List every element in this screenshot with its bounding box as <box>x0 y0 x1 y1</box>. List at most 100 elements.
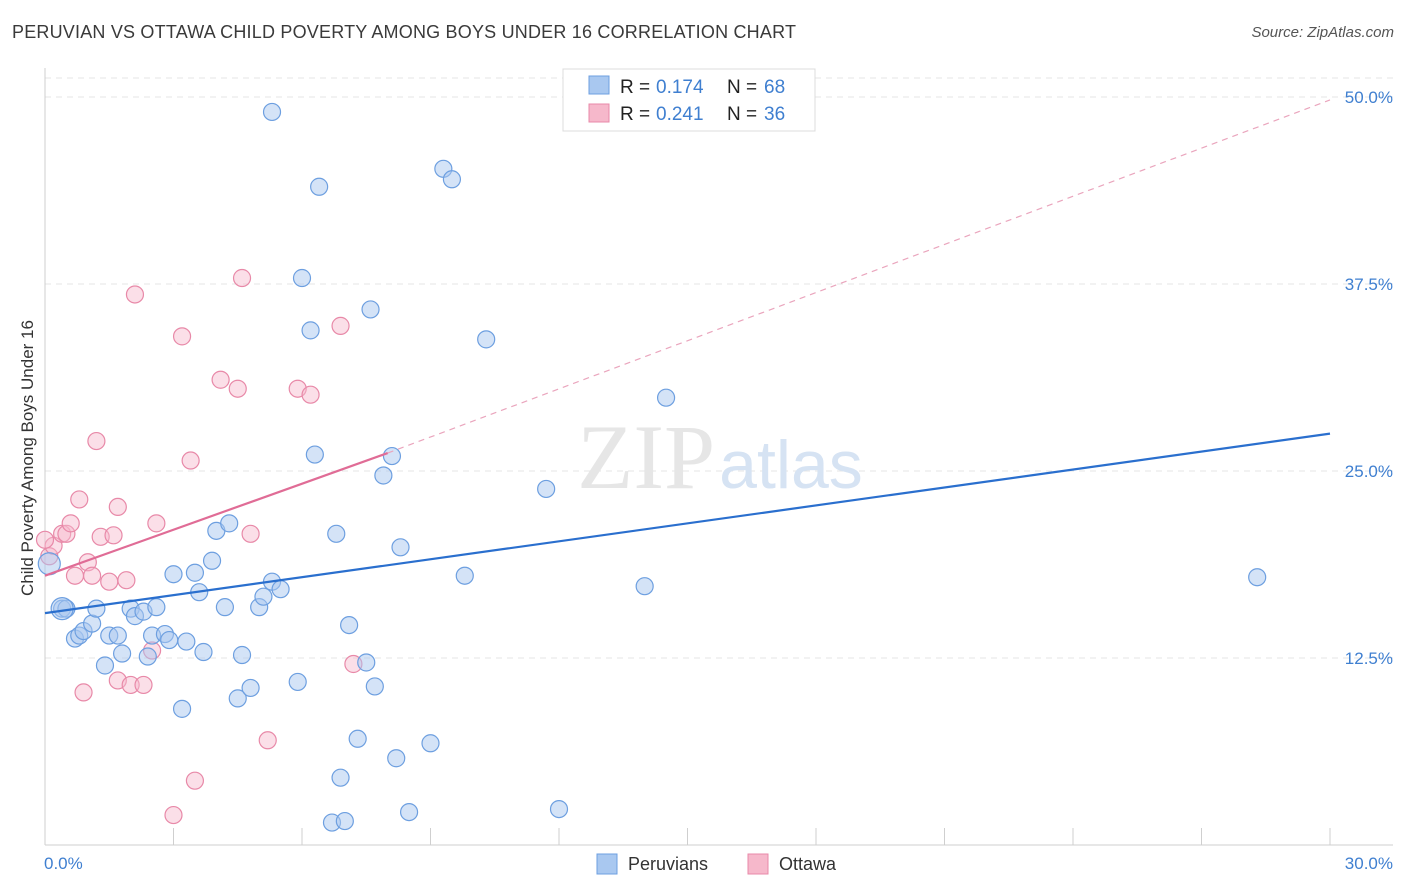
y-tick-label: 25.0% <box>1345 462 1393 481</box>
ottawa-point <box>35 530 55 549</box>
peruvians-point <box>194 642 213 662</box>
peruvians-point <box>172 699 192 718</box>
peruvians-point <box>220 514 239 533</box>
peruvians-point <box>112 644 132 663</box>
peruvians-point <box>164 565 183 584</box>
peruvians-point <box>331 768 350 787</box>
legend-top: R = 0.174 N = 68 R = 0.241 N = 36 <box>562 68 816 132</box>
y-axis-label: Child Poverty Among Boys Under 16 <box>18 320 37 596</box>
peruvians-point <box>215 598 234 617</box>
x-tick-label: 0.0% <box>44 854 83 873</box>
peruvians-point <box>292 268 312 288</box>
ottawa-point <box>108 497 127 517</box>
y-tick-label: 12.5% <box>1345 649 1393 668</box>
peruvians-point <box>160 630 179 650</box>
ottawa-point <box>87 431 106 451</box>
peruvians-point <box>537 479 556 499</box>
chart-source: Source: ZipAtlas.com <box>1251 24 1394 41</box>
peruvians-point <box>442 170 462 189</box>
ottawa-point <box>70 490 89 509</box>
legend-n-label-1: N = <box>727 77 757 98</box>
peruvians-point <box>83 614 102 633</box>
y-tick-label: 50.0% <box>1345 88 1393 107</box>
trend-lines <box>44 99 1331 615</box>
peruvians-point <box>391 538 410 557</box>
peruvians-point <box>348 729 367 748</box>
bottom-label-ottawa: Ottawa <box>779 854 837 874</box>
legend-r-label-1: R = <box>620 77 650 98</box>
peruvians-point <box>301 321 320 340</box>
legend-n-label-2: N = <box>727 104 757 125</box>
bottom-label-peruvians: Peruvians <box>628 854 708 874</box>
peruvians-point <box>421 734 440 753</box>
peruvians-point <box>340 615 359 635</box>
peruvians-point <box>108 626 127 645</box>
peruvians-point <box>305 445 324 464</box>
ottawa-trend-extension <box>387 99 1331 454</box>
ottawa-point <box>57 524 76 543</box>
legend-r-value-1: 0.174 <box>656 77 704 98</box>
peruvians-point <box>288 672 307 692</box>
peruvians-point <box>228 689 247 708</box>
peruvians-point <box>549 799 569 819</box>
ottawa-point <box>125 285 145 304</box>
ottawa-points <box>35 268 363 825</box>
peruvians-point <box>1248 568 1267 587</box>
ottawa-point <box>185 771 205 790</box>
ottawa-point <box>134 675 153 695</box>
peruvians-trend-line <box>44 432 1331 615</box>
svg-text:R = 0.174 N =: R = 0.174 N = 68 <box>620 77 785 98</box>
ottawa-point <box>241 524 260 543</box>
peruvians-point <box>365 677 384 696</box>
peruvians-point <box>327 524 346 543</box>
peruvians-point <box>95 656 115 675</box>
ottawa-trend-line <box>44 452 389 577</box>
legend-n-value-1: 68 <box>764 77 785 98</box>
peruvians-point <box>382 446 402 466</box>
peruvians-point <box>147 598 166 617</box>
ottawa-point <box>301 385 320 404</box>
ottawa-point <box>172 327 192 346</box>
ottawa-point <box>181 451 200 470</box>
peruvians-point <box>399 802 419 822</box>
ottawa-point <box>117 571 136 590</box>
peruvians-point <box>232 645 252 665</box>
peruvians-point <box>202 551 222 570</box>
ottawa-point <box>121 675 140 695</box>
ottawa-point <box>232 268 252 288</box>
watermark: ZIPatlas <box>577 406 863 508</box>
peruvians-point <box>477 330 496 349</box>
legend-r-value-2: 0.241 <box>656 104 704 125</box>
ottawa-point <box>74 683 93 702</box>
peruvians-point <box>656 388 676 407</box>
peruvians-point <box>138 647 157 666</box>
ottawa-point <box>83 566 102 585</box>
peruvians-point <box>254 587 273 606</box>
grid <box>45 77 1393 659</box>
peruvians-point <box>271 580 290 599</box>
svg-text:R = 0.241 N =: R = 0.241 N = 36 <box>620 104 785 125</box>
ottawa-point <box>228 379 247 398</box>
axes: 12.5% 25.0% 37.5% 50.0% 0.0% 30.0% <box>44 68 1393 873</box>
x-tick-label: 30.0% <box>1345 854 1393 873</box>
ottawa-point <box>100 572 119 591</box>
peruvians-point <box>357 653 376 672</box>
ottawa-point <box>331 316 350 335</box>
legend-bottom: Peruvians Ottawa <box>596 853 837 875</box>
peruvians-point <box>635 577 654 596</box>
peruvians-point <box>455 566 474 585</box>
legend-swatch-peruvians <box>588 75 610 95</box>
peruvians-point <box>185 563 205 582</box>
ottawa-point <box>258 731 277 750</box>
ottawa-point <box>104 526 123 545</box>
peruvians-point <box>177 632 196 651</box>
bottom-swatch-peruvians <box>596 853 618 875</box>
ottawa-point <box>61 514 80 533</box>
ottawa-point <box>211 370 230 389</box>
legend-r-label-2: R = <box>620 104 650 125</box>
bottom-swatch-ottawa <box>747 853 769 875</box>
chart-title: PERUVIAN VS OTTAWA CHILD POVERTY AMONG B… <box>12 22 797 42</box>
peruvians-point <box>374 466 393 485</box>
watermark-text: ZIPatlas <box>577 406 863 508</box>
